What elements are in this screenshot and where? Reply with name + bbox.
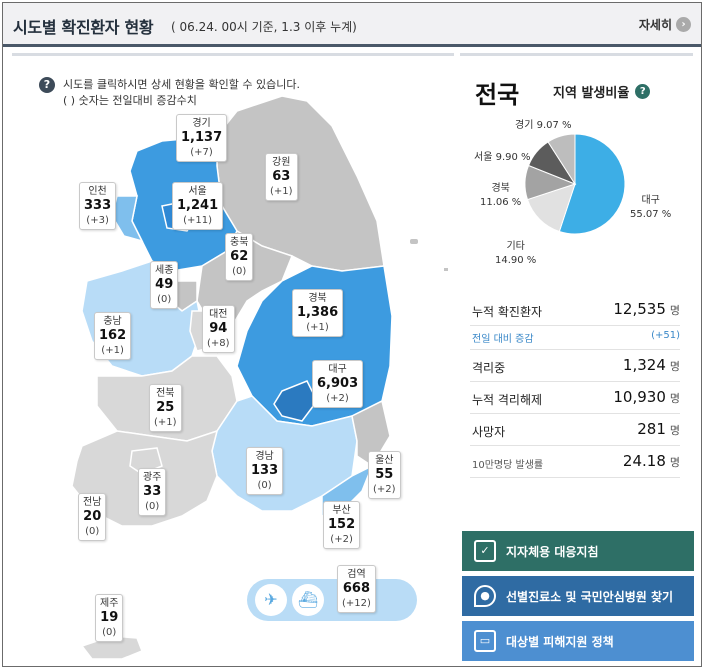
nation-title: 전국 — [475, 81, 520, 109]
map-instructions: ? 시도를 클릭하시면 상세 현황을 확인할 수 있습니다. ( ) 숫자는 전일… — [39, 77, 300, 109]
help-icon[interactable]: ? — [635, 84, 651, 99]
pie-label-gyeongbuk: 경북 11.06 % — [480, 183, 522, 208]
folder-icon: ▭ — [474, 630, 496, 652]
more-link[interactable]: 자세히 › — [639, 16, 691, 33]
region-box-jeonnam[interactable]: 전남 20 (0) — [78, 493, 107, 541]
stat-isolated: 격리중 1,324 명 — [470, 350, 680, 382]
widget-subtitle: ( 06.24. 00시 기준, 1.3 이후 누계) — [171, 20, 357, 34]
region-box-seoul[interactable]: 서울 1,241 (+11) — [172, 182, 224, 230]
region-box-gangwon[interactable]: 강원 63 (+1) — [265, 153, 298, 201]
support-policy-button[interactable]: ▭ 대상별 피해지원 정책 — [462, 621, 694, 661]
map-panel: ? 시도를 클릭하시면 상세 현황을 확인할 수 있습니다. ( ) 숫자는 전일… — [12, 53, 454, 666]
help-icon: ? — [39, 77, 55, 93]
clinic-finder-button[interactable]: ● 선별진료소 및 국민안심병원 찾기 — [462, 576, 694, 616]
region-box-chungnam[interactable]: 충남 162 (+1) — [94, 312, 132, 360]
region-box-incheon[interactable]: 인천 333 (+3) — [79, 182, 117, 230]
region-ratio-pie — [524, 133, 626, 235]
region-box-ulsan[interactable]: 울산 55 (+2) — [368, 451, 401, 499]
location-pin-icon: ● — [474, 585, 496, 607]
region-box-quarantine[interactable]: 검역 668 (+12) — [337, 565, 376, 613]
support-policy-button-label: 대상별 피해지원 정책 — [506, 634, 614, 649]
pie-slice — [558, 133, 626, 235]
pie-label-seoul: 서울 9.90 % — [474, 152, 531, 163]
pie-label-gyeonggi: 경기 9.07 % — [515, 120, 572, 131]
widget-title: 시도별 확진환자 현황 — [13, 18, 154, 37]
chevron-right-icon: › — [676, 17, 691, 32]
region-box-gyeonggi[interactable]: 경기 1,137 (+7) — [176, 114, 228, 162]
instruction-line-2: ( ) 숫자는 전일대비 증감수치 — [63, 94, 197, 107]
region-box-jeju[interactable]: 제주 19 (0) — [95, 594, 124, 642]
stat-total-confirmed: 누적 확진환자 12,535 명 — [470, 294, 680, 326]
island-dokdo — [444, 268, 448, 271]
quarantine-panel: ✈ ⛴ — [247, 579, 417, 621]
region-box-busan[interactable]: 부산 152 (+2) — [323, 501, 361, 549]
pie-label-etc: 기타 14.90 % — [495, 241, 537, 266]
region-box-chungbuk[interactable]: 충북 62 (0) — [225, 233, 254, 281]
region-box-gyeongnam[interactable]: 경남 133 (0) — [246, 447, 284, 495]
more-label: 자세히 — [638, 18, 672, 32]
pie-slice — [547, 133, 576, 186]
region-box-daejeon[interactable]: 대전 94 (+8) — [202, 305, 235, 353]
ratio-label: 지역 발생비율 ? — [553, 82, 651, 101]
stat-incidence-rate: 10만명당 발생률 24.18 명 — [470, 446, 680, 478]
region-box-sejong[interactable]: 세종 49 (0) — [150, 261, 179, 309]
island-ulleungdo — [410, 239, 418, 244]
widget-header: 시도별 확진환자 현황 ( 06.24. 00시 기준, 1.3 이후 누계) … — [3, 3, 701, 47]
guideline-button-label: 지자체용 대응지침 — [506, 544, 599, 559]
stat-deaths: 사망자 281 명 — [470, 414, 680, 446]
stat-released: 누적 격리해제 10,930 명 — [470, 382, 680, 414]
airplane-icon: ✈ — [255, 584, 287, 616]
region-box-jeonbuk[interactable]: 전북 25 (+1) — [149, 384, 182, 432]
clinic-finder-button-label: 선별진료소 및 국민안심병원 찾기 — [506, 589, 674, 604]
region-box-gyeongbuk[interactable]: 경북 1,386 (+1) — [292, 289, 344, 337]
instruction-line-1: 시도를 클릭하시면 상세 현황을 확인할 수 있습니다. — [63, 78, 300, 91]
region-box-gwangju[interactable]: 광주 33 (0) — [138, 468, 167, 516]
summary-panel: 전국 지역 발생비율 ? 경기 9.07 % 서울 9.90 % 경북 11.06… — [460, 53, 694, 666]
region-daegu[interactable] — [273, 380, 318, 422]
korea-map — [71, 95, 448, 660]
ship-icon: ⛴ — [292, 584, 324, 616]
stat-daily-change: 전일 대비 증감 (+51) — [470, 326, 680, 350]
stats-list: 누적 확진환자 12,535 명 전일 대비 증감 (+51) 격리중 1,324… — [470, 294, 680, 478]
checklist-icon: ✓ — [474, 540, 496, 562]
region-box-daegu[interactable]: 대구 6,903 (+2) — [312, 360, 364, 408]
guideline-button[interactable]: ✓ 지자체용 대응지침 — [462, 531, 694, 571]
pie-label-daegu: 대구 55.07 % — [630, 195, 672, 220]
